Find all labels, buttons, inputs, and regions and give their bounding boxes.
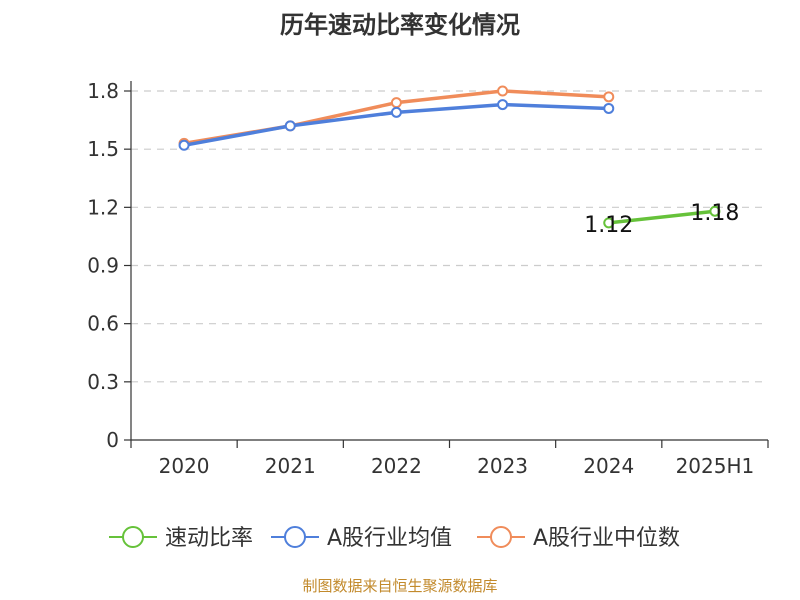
legend-label: A股行业中位数 [533, 526, 680, 551]
data-point [390, 106, 402, 118]
series-line [607, 209, 717, 225]
legend-swatch-marker [122, 526, 144, 548]
chart-title: 历年速动比率变化情况 [280, 11, 520, 39]
data-point [709, 205, 721, 217]
data-point [497, 99, 509, 111]
legend-item[interactable]: 速动比率 [109, 526, 253, 551]
legend-swatch-marker [284, 526, 306, 548]
source-note: 制图数据来自恒生聚源数据库 [302, 577, 497, 595]
x-tick-label: 2022 [371, 454, 422, 478]
data-point [390, 97, 402, 109]
data-label: 1.18 [690, 201, 739, 226]
x-tick-label: 2020 [159, 454, 210, 478]
legend-label: A股行业均值 [327, 526, 452, 551]
x-tick-label: 2021 [265, 454, 316, 478]
y-tick-label: 0.6 [87, 312, 119, 336]
y-tick-label: 0.9 [87, 254, 119, 278]
data-point [603, 102, 615, 114]
data-point [284, 120, 296, 132]
grid [131, 90, 768, 383]
y-tick-label: 0.3 [87, 370, 119, 394]
x-tick-label: 2025H1 [676, 454, 755, 478]
legend-label: 速动比率 [165, 526, 253, 551]
y-tick-label: 1.2 [87, 195, 119, 219]
legend-swatch-marker [490, 526, 512, 548]
y-tick-label: 0 [106, 428, 119, 452]
data-point [178, 139, 190, 151]
series-layer: 1.12 1.18 [178, 85, 739, 238]
legend-item[interactable]: A股行业均值 [271, 526, 452, 551]
data-point [603, 91, 615, 103]
data-point [603, 217, 615, 229]
data-point [497, 85, 509, 97]
legend: 速动比率 A股行业均值 A股行业中位数 [109, 526, 680, 551]
x-tick-label: 2023 [477, 454, 528, 478]
y-tick-label: 1.8 [87, 79, 119, 103]
x-tick-label: 2024 [583, 454, 634, 478]
y-tick-label: 1.5 [87, 137, 119, 161]
legend-item[interactable]: A股行业中位数 [477, 526, 680, 551]
axes: 0 0.3 0.6 0.9 1.2 1.5 1.8 2020 2021 2022 2023 2024 2… [87, 79, 769, 478]
data-label: 1.12 [584, 213, 633, 238]
